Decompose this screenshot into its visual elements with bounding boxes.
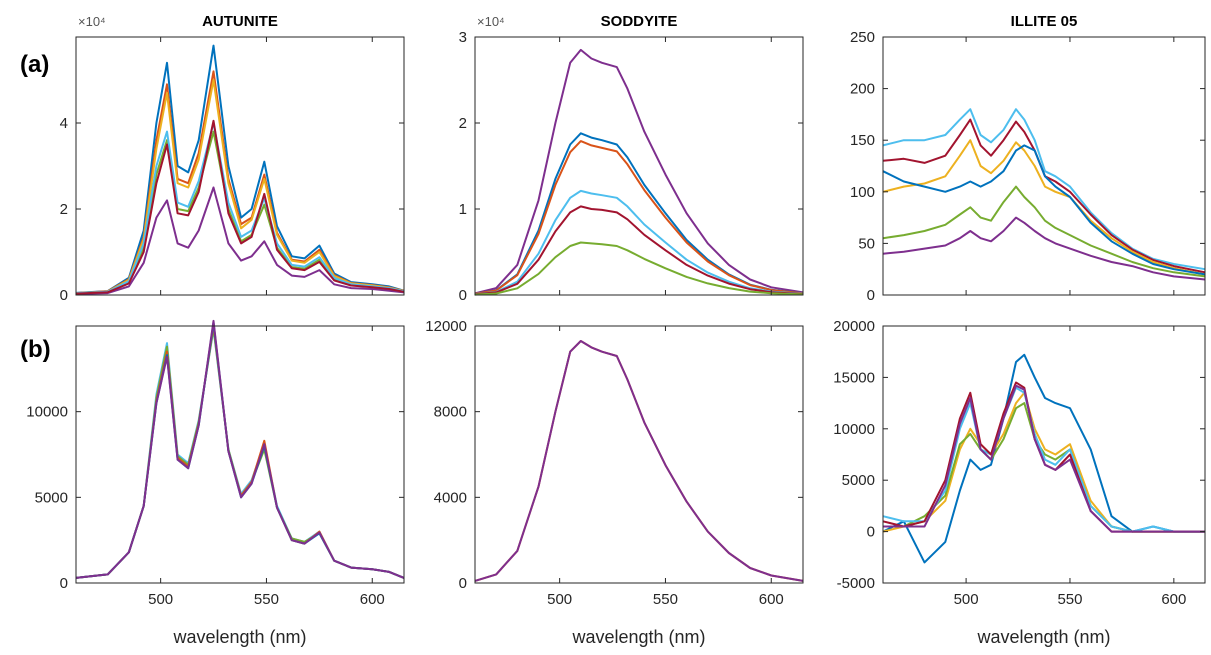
chart-panel-6: 500 550 600 -5000 0 5000 10000 15000 20000 wavele…	[833, 318, 1206, 647]
row-label-b: (b)	[20, 336, 51, 363]
series-line-2	[474, 132, 804, 295]
x-tick-label: 550	[1057, 591, 1082, 608]
x-tick-label: 500	[148, 591, 173, 608]
y-tick-label: 200	[850, 81, 875, 98]
y-tick-label: 12000	[425, 318, 467, 335]
series-line-1	[75, 44, 405, 294]
y-tick-label: 250	[850, 29, 875, 46]
y-tick-label: 0	[867, 287, 875, 304]
y-tick-label: 4000	[434, 489, 467, 506]
x-tick-label: 500	[547, 591, 572, 608]
row-label-a: (a)	[20, 51, 49, 78]
chart-panel-3: 0 50 100 150 200 250 ILLITE 05	[850, 13, 1206, 304]
chart-title: ILLITE 05	[1011, 13, 1078, 30]
y-tick-label: 5000	[35, 489, 68, 506]
y-tick-label: 100	[850, 184, 875, 201]
y-tick-label: 3	[459, 29, 467, 46]
y-tick-label: 5000	[842, 472, 875, 489]
y-tick-label: 150	[850, 132, 875, 149]
series-line-1	[474, 340, 804, 582]
series-line-2	[882, 118, 1206, 274]
series-line-3	[474, 140, 804, 295]
series-line-4	[882, 144, 1206, 276]
series-line-1	[75, 328, 405, 579]
series-line-2	[474, 340, 804, 582]
chart-panels: 0 2 4 ×10⁴ AUTUNITE 0 1 2 3 ×10⁴ SODDYITE 0 50 100 150…	[26, 13, 1206, 647]
y-tick-label: 0	[60, 575, 68, 592]
series-line-1	[882, 353, 1205, 564]
series-line-5	[474, 205, 804, 296]
exponent-label: ×10⁴	[78, 14, 106, 29]
y-tick-label: 4	[60, 115, 68, 132]
x-tick-label: 600	[1161, 591, 1186, 608]
y-tick-label: 15000	[833, 369, 875, 386]
y-tick-label: 10000	[833, 421, 875, 438]
series-line-5	[75, 319, 405, 579]
series-line-3	[75, 79, 405, 295]
series-line-4	[75, 321, 405, 579]
chart-panel-5: 500 550 600 0 4000 8000 12000 wavelength (nm)	[425, 318, 804, 647]
series-line-3	[882, 139, 1206, 276]
plot-frame	[75, 325, 405, 584]
chart-title: SODDYITE	[601, 13, 678, 30]
plot-frame	[474, 36, 804, 296]
y-tick-label: 20000	[833, 318, 875, 335]
series-line-6	[75, 122, 405, 295]
y-tick-label: 8000	[434, 404, 467, 421]
y-tick-label: 0	[60, 287, 68, 304]
series-line-1	[882, 108, 1206, 271]
series-line-6	[474, 241, 804, 296]
series-line-1	[474, 48, 804, 295]
x-axis-label: wavelength (nm)	[571, 627, 705, 647]
series-line-6	[882, 185, 1206, 278]
x-tick-label: 550	[254, 591, 279, 608]
plot-frame	[882, 325, 1206, 584]
series-line-6	[883, 384, 1205, 533]
chart-title: AUTUNITE	[202, 13, 278, 30]
y-tick-label: 0	[867, 524, 875, 541]
plot-frame	[75, 36, 405, 296]
y-tick-label: 0	[459, 575, 467, 592]
x-tick-label: 500	[954, 591, 979, 608]
x-axis-label: wavelength (nm)	[976, 627, 1110, 647]
chart-panel-1: 0 2 4 ×10⁴ AUTUNITE	[60, 13, 405, 304]
y-tick-label: 0	[459, 287, 467, 304]
plot-frame	[882, 36, 1206, 296]
x-axis-label: wavelength (nm)	[172, 627, 306, 647]
x-tick-label: 600	[360, 591, 385, 608]
chart-panel-2: 0 1 2 3 ×10⁴ SODDYITE	[459, 13, 804, 304]
y-tick-label: 10000	[26, 404, 68, 421]
x-tick-label: 550	[653, 591, 678, 608]
y-tick-label: 50	[858, 235, 875, 252]
series-line-3	[75, 323, 405, 579]
series-line-5	[882, 216, 1206, 281]
series-line-2	[75, 326, 405, 579]
chart-panel-4: 500 550 600 0 5000 10000 wavelength (nm)	[26, 319, 405, 647]
y-tick-label: 2	[459, 115, 467, 132]
exponent-label: ×10⁴	[477, 14, 505, 29]
x-tick-label: 600	[759, 591, 784, 608]
series-line-7	[75, 119, 405, 295]
y-tick-label: 1	[459, 201, 467, 218]
series-line-4	[474, 189, 804, 296]
y-tick-label: -5000	[837, 575, 875, 592]
y-tick-label: 2	[60, 201, 68, 218]
plot-frame	[474, 325, 804, 584]
series-line-4	[75, 186, 405, 295]
